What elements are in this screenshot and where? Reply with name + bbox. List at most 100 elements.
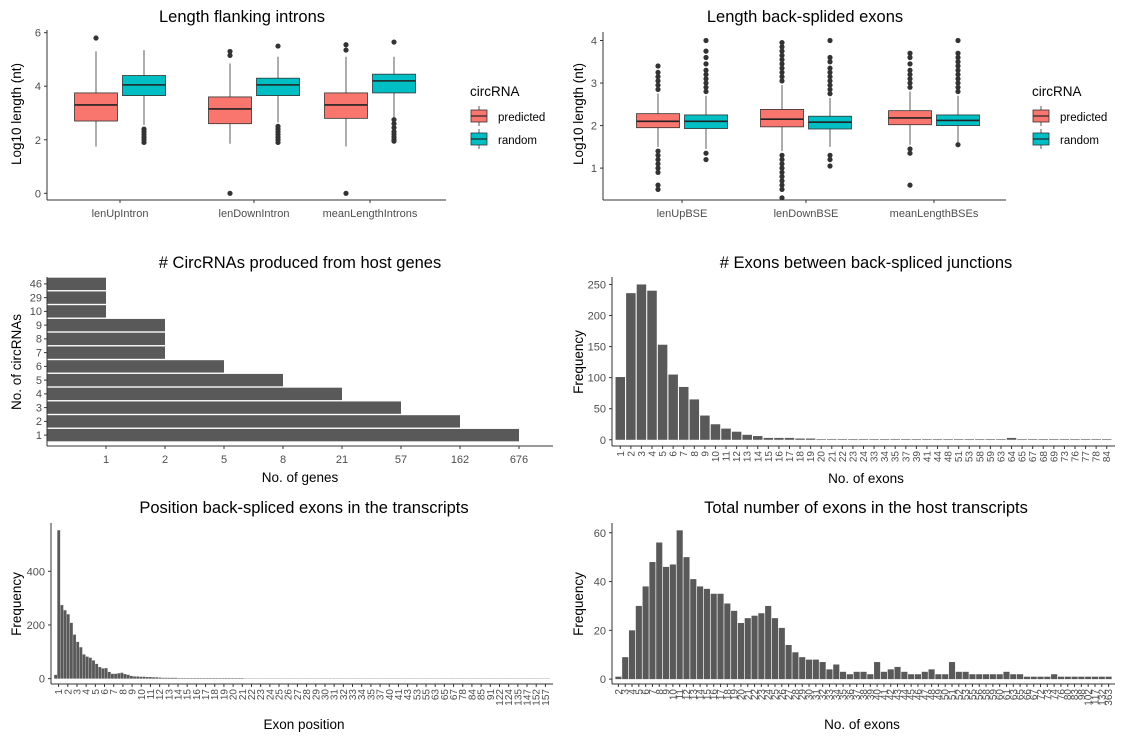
x-tick-label: 23: [757, 689, 768, 701]
outlier-point: [779, 178, 785, 184]
y-axis-label: Frequency: [571, 330, 586, 394]
x-tick-label: 45: [907, 689, 918, 701]
x-tick-label: 37: [852, 689, 863, 701]
bar: [901, 671, 908, 680]
bar: [626, 293, 636, 440]
panel-position-backspliced-exons: Position back-spliced exons in the trans…: [9, 499, 553, 732]
x-tick-label: 17: [716, 689, 727, 701]
box-random: [256, 43, 300, 146]
y-tick-label: 200: [588, 311, 606, 323]
x-tick-label: 59: [988, 689, 999, 701]
bar: [1071, 676, 1078, 680]
x-tick-label: 25: [770, 689, 781, 701]
bar: [752, 436, 763, 440]
outlier-point: [779, 174, 785, 180]
bar: [98, 667, 102, 679]
x-tick-label: 30: [320, 689, 331, 701]
x-axis-label: Exon position: [263, 717, 344, 732]
bar: [221, 678, 225, 679]
x-tick-label: 91: [486, 689, 497, 701]
bar: [758, 613, 765, 680]
x-tick-label: 84: [1102, 451, 1113, 463]
x-tick-label: 53: [965, 451, 976, 463]
bar: [54, 674, 58, 679]
outlier-point: [703, 84, 709, 90]
outlier-point: [779, 182, 785, 188]
outlier-point: [827, 59, 833, 65]
x-tick-label: 8: [655, 689, 666, 695]
x-tick-label: 23: [848, 451, 859, 463]
bar: [622, 657, 629, 680]
bar: [953, 439, 964, 440]
bar: [82, 654, 86, 679]
legend-title: circRNA: [470, 84, 520, 99]
outlier-point: [907, 54, 913, 61]
bar: [827, 439, 837, 440]
x-tick-label: 13: [164, 689, 175, 701]
outlier-point: [779, 156, 785, 163]
y-axis-label: Frequency: [571, 572, 586, 636]
bar: [982, 674, 990, 680]
x-tick-label: 24: [764, 689, 775, 701]
y-tick-label: 46: [30, 279, 42, 291]
x-tick-label: 17: [201, 689, 212, 701]
bar: [615, 377, 626, 440]
x-tick-label: 37: [901, 451, 912, 463]
y-tick-label: 0: [35, 188, 41, 200]
outlier-point: [93, 35, 99, 41]
x-tick-label: 74: [1050, 689, 1061, 701]
outlier-point: [827, 78, 833, 84]
outlier-point: [343, 47, 349, 53]
outlier-point: [655, 182, 661, 188]
bar: [833, 664, 840, 680]
x-tick-label: 60: [995, 689, 1006, 701]
x-tick-label: 1: [103, 454, 109, 466]
bar: [218, 678, 222, 679]
x-tick-label: 8: [690, 451, 701, 457]
outlier-point: [655, 156, 661, 163]
bar: [942, 674, 949, 680]
outlier-point: [955, 54, 961, 61]
x-tick-label: 58: [975, 451, 986, 463]
bar: [812, 659, 819, 680]
x-tick-label: 33: [870, 451, 881, 463]
bar: [700, 415, 710, 440]
outlier-point: [907, 71, 913, 78]
x-tick-label: 14: [174, 689, 185, 701]
bar: [805, 438, 816, 440]
x-tick-label: 67: [449, 689, 460, 701]
outlier-point: [655, 63, 661, 69]
outlier-point: [703, 156, 709, 163]
outlier-point: [779, 78, 785, 84]
bar: [47, 360, 224, 373]
chart-title: Length back-splided exons: [707, 8, 903, 26]
bar: [840, 671, 847, 680]
outlier-point: [391, 121, 397, 127]
bar: [636, 284, 647, 440]
panel-total-exons-host-transcripts: Total number of exons in the host transc…: [571, 499, 1115, 732]
bar: [57, 530, 61, 679]
x-tick-label: 11: [146, 689, 157, 700]
bar: [1017, 439, 1027, 440]
x-tick-label: 38: [859, 689, 870, 701]
x-tick-label: 5: [91, 689, 102, 695]
bar: [155, 677, 159, 679]
x-tick-label: 16: [709, 689, 720, 701]
bar: [1091, 676, 1099, 680]
outlier-point: [779, 57, 785, 63]
bar: [148, 677, 152, 679]
x-tick-label: 19: [219, 689, 230, 701]
bar: [962, 671, 969, 680]
x-axis-label: No. of exons: [824, 717, 900, 732]
outlier-point: [779, 165, 785, 171]
y-tick-label: 400: [27, 566, 45, 578]
bar: [744, 618, 751, 680]
x-tick-label: 40: [873, 689, 884, 701]
x-tick-label: 78: [1092, 451, 1103, 463]
x-tick-label: 56: [975, 689, 986, 701]
bar: [784, 437, 795, 440]
x-tick-label: 53: [961, 689, 972, 701]
bar: [615, 676, 622, 680]
outlier-point: [827, 74, 833, 80]
